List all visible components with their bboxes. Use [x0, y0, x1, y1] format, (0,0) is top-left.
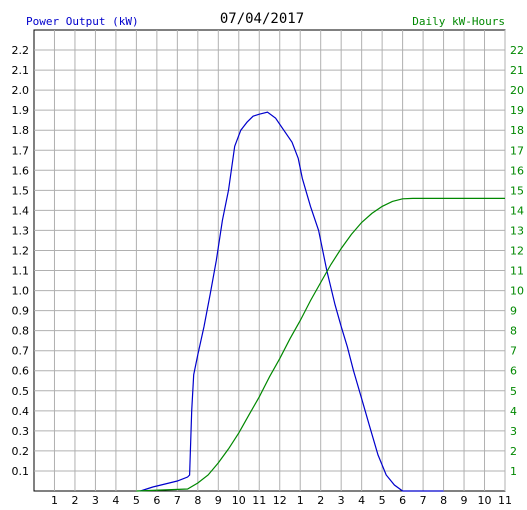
y-axis-label-right: Daily kW-Hours: [412, 15, 505, 28]
y-tick-label-left: 1.4: [12, 204, 30, 217]
grid-lines: [34, 30, 506, 491]
y-tick-label-left: 0.9: [12, 305, 30, 318]
y-tick-label-right: 13: [510, 224, 524, 237]
x-tick-label: 9: [461, 494, 468, 507]
y-tick-label-right: 22: [510, 44, 524, 57]
daily-kwh-line: [136, 197, 505, 492]
y-tick-label-right: 8: [510, 325, 517, 338]
y-tick-label-right: 20: [510, 84, 524, 97]
x-tick-label: 8: [440, 494, 447, 507]
y-tick-label-left: 1.5: [12, 184, 30, 197]
x-tick-label: 5: [133, 494, 140, 507]
x-tick-label: 3: [92, 494, 99, 507]
y-tick-label-left: 0.2: [12, 445, 30, 458]
power-output-line: [140, 111, 444, 492]
x-tick-label: 10: [478, 494, 492, 507]
y-tick-label-right: 1: [510, 465, 517, 478]
y-tick-label-right: 5: [510, 385, 517, 398]
x-tick-label: 1: [297, 494, 304, 507]
y-axis-label-left: Power Output (kW): [26, 15, 139, 28]
y-tick-label-right: 4: [510, 405, 517, 418]
x-tick-label: 12: [273, 494, 287, 507]
y-tick-label-right: 9: [510, 305, 517, 318]
y-tick-label-right: 11: [510, 265, 524, 278]
series-lines: [136, 111, 505, 492]
x-tick-label: 11: [498, 494, 512, 507]
y-tick-label-right: 2: [510, 445, 517, 458]
y-tick-label-right: 7: [510, 345, 517, 358]
y-tick-label-left: 1.9: [12, 104, 30, 117]
y-tick-label-left: 0.1: [12, 465, 30, 478]
y-tick-label-left: 1.3: [12, 224, 30, 237]
y-tick-label-left: 0.6: [12, 365, 30, 378]
y-tick-label-left: 0.5: [12, 385, 30, 398]
y-tick-label-right: 16: [510, 164, 524, 177]
y-tick-label-left: 2.2: [12, 44, 30, 57]
x-tick-label: 5: [379, 494, 386, 507]
y-tick-label-right: 10: [510, 285, 524, 298]
y-tick-label-left: 0.4: [12, 405, 30, 418]
x-tick-label: 2: [71, 494, 78, 507]
x-tick-label: 10: [232, 494, 246, 507]
y-tick-label-right: 19: [510, 104, 524, 117]
x-tick-label: 11: [252, 494, 266, 507]
y-tick-label-left: 2.0: [12, 84, 30, 97]
x-tick-label: 7: [420, 494, 427, 507]
x-tick-label: 2: [317, 494, 324, 507]
x-tick-label: 9: [215, 494, 222, 507]
y-tick-label-right: 15: [510, 184, 524, 197]
y-tick-label-right: 17: [510, 144, 524, 157]
y-tick-label-right: 21: [510, 64, 524, 77]
axis-ticks: 1 2 3 4 5 6 7 8 9 10 11 12 1 2 3 4 5 6 7 8 9 10 110.10.20.30.4…: [12, 44, 525, 507]
x-tick-label: 8: [194, 494, 201, 507]
x-tick-label: 3: [338, 494, 345, 507]
y-tick-label-right: 12: [510, 244, 524, 257]
x-tick-label: 6: [153, 494, 160, 507]
y-tick-label-left: 1.2: [12, 244, 30, 257]
y-tick-label-left: 0.8: [12, 325, 30, 338]
x-tick-label: 7: [174, 494, 181, 507]
y-tick-label-left: 2.1: [12, 64, 30, 77]
y-tick-label-left: 1.8: [12, 124, 30, 137]
y-tick-label-right: 6: [510, 365, 517, 378]
x-tick-label: 4: [112, 494, 119, 507]
x-tick-label: 6: [399, 494, 406, 507]
y-tick-label-left: 1.6: [12, 164, 30, 177]
y-tick-label-left: 0.3: [12, 425, 30, 438]
y-tick-label-right: 3: [510, 425, 517, 438]
x-tick-label: 4: [358, 494, 365, 507]
x-tick-label: 1: [51, 494, 58, 507]
chart-title: 07/04/2017: [220, 11, 304, 27]
y-tick-label-left: 0.7: [12, 345, 30, 358]
plot-area: [33, 29, 506, 492]
y-tick-label-left: 1.0: [12, 285, 30, 298]
y-tick-label-right: 18: [510, 124, 524, 137]
y-tick-label-left: 1.7: [12, 144, 30, 157]
y-tick-label-left: 1.1: [12, 265, 30, 278]
y-tick-label-right: 14: [510, 204, 524, 217]
